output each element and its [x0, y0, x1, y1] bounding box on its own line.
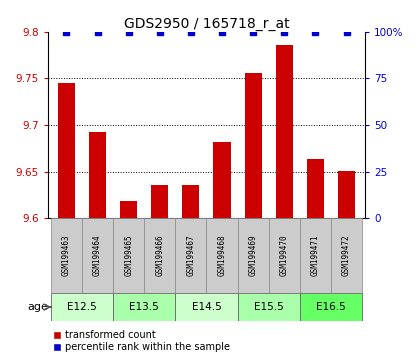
Bar — [207, 218, 237, 292]
Bar — [182, 185, 200, 218]
Bar — [237, 218, 269, 292]
Bar — [276, 45, 293, 218]
Bar — [300, 292, 362, 321]
Text: GSM199467: GSM199467 — [186, 234, 195, 276]
Text: GSM199470: GSM199470 — [280, 234, 289, 276]
Bar — [331, 218, 362, 292]
Bar — [338, 171, 355, 218]
Bar — [300, 218, 331, 292]
Text: GSM199466: GSM199466 — [155, 234, 164, 276]
Text: GSM199465: GSM199465 — [124, 234, 133, 276]
Bar — [144, 218, 176, 292]
Text: GSM199464: GSM199464 — [93, 234, 102, 276]
Bar — [151, 184, 168, 218]
Text: E14.5: E14.5 — [192, 302, 221, 312]
Bar — [51, 292, 113, 321]
Bar — [58, 83, 75, 218]
Bar — [269, 218, 300, 292]
Text: GSM199469: GSM199469 — [249, 234, 258, 276]
Title: GDS2950 / 165718_r_at: GDS2950 / 165718_r_at — [124, 17, 289, 31]
Bar — [176, 218, 207, 292]
Text: E16.5: E16.5 — [316, 302, 346, 312]
Text: E15.5: E15.5 — [254, 302, 283, 312]
Bar — [89, 132, 106, 218]
Text: age: age — [27, 302, 48, 312]
Bar — [307, 159, 324, 218]
Bar — [120, 201, 137, 218]
Text: GSM199472: GSM199472 — [342, 234, 351, 276]
Bar — [176, 292, 237, 321]
Bar — [244, 73, 262, 218]
Bar — [51, 218, 82, 292]
Text: GSM199471: GSM199471 — [311, 234, 320, 276]
Text: E12.5: E12.5 — [67, 302, 97, 312]
Text: GSM199468: GSM199468 — [217, 234, 227, 276]
Text: E13.5: E13.5 — [129, 302, 159, 312]
Bar — [113, 292, 176, 321]
Text: GSM199463: GSM199463 — [62, 234, 71, 276]
Bar — [237, 292, 300, 321]
Legend: transformed count, percentile rank within the sample: transformed count, percentile rank withi… — [49, 326, 234, 354]
Bar — [82, 218, 113, 292]
Bar — [113, 218, 144, 292]
Bar — [213, 142, 231, 218]
